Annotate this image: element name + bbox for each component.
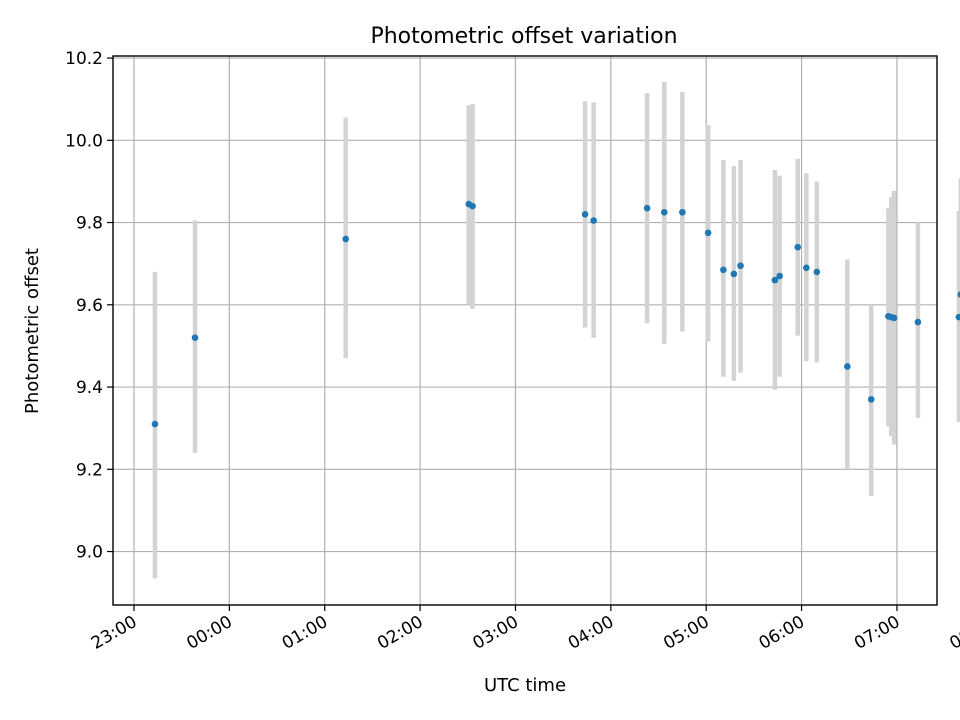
y-tick-label: 9.2 [76,460,103,480]
data-point [776,272,783,280]
data-point [643,204,651,212]
grid-lines [113,56,937,605]
data-point [469,202,476,210]
y-axis-label: Photometric offset [22,248,43,414]
y-tick-label: 10.2 [65,49,103,69]
data-point [730,270,738,278]
data-point [342,235,350,243]
data-point [914,318,922,326]
data-point [737,262,744,270]
y-tick-label: 10.0 [65,131,103,151]
data-point [955,313,960,321]
data-point [679,208,686,216]
data-point [151,420,159,428]
data-point [844,363,851,370]
y-tick-label: 9.4 [76,378,103,398]
data-point [803,264,810,272]
data-point [957,291,960,298]
data-point [890,314,898,322]
data-point [813,268,821,276]
plot-frame [112,55,938,606]
y-axis-ticks: 9.0 9.2 9.4 9.6 9.8 10.0 10.2 [65,49,113,563]
y-tick-label: 9.0 [76,543,103,563]
data-point [704,229,712,237]
data-point [867,396,875,403]
x-axis-label: UTC time [484,675,566,696]
data-point [794,243,802,251]
data-points [151,200,960,428]
data-point [660,208,668,216]
data-point [720,266,727,274]
y-tick-label: 9.8 [76,214,103,234]
data-point [590,217,597,224]
data-point [581,211,589,218]
y-tick-label: 9.6 [76,296,103,316]
data-point [191,334,199,341]
data-point [771,276,779,284]
chart-title: Photometric offset variation [370,24,677,49]
